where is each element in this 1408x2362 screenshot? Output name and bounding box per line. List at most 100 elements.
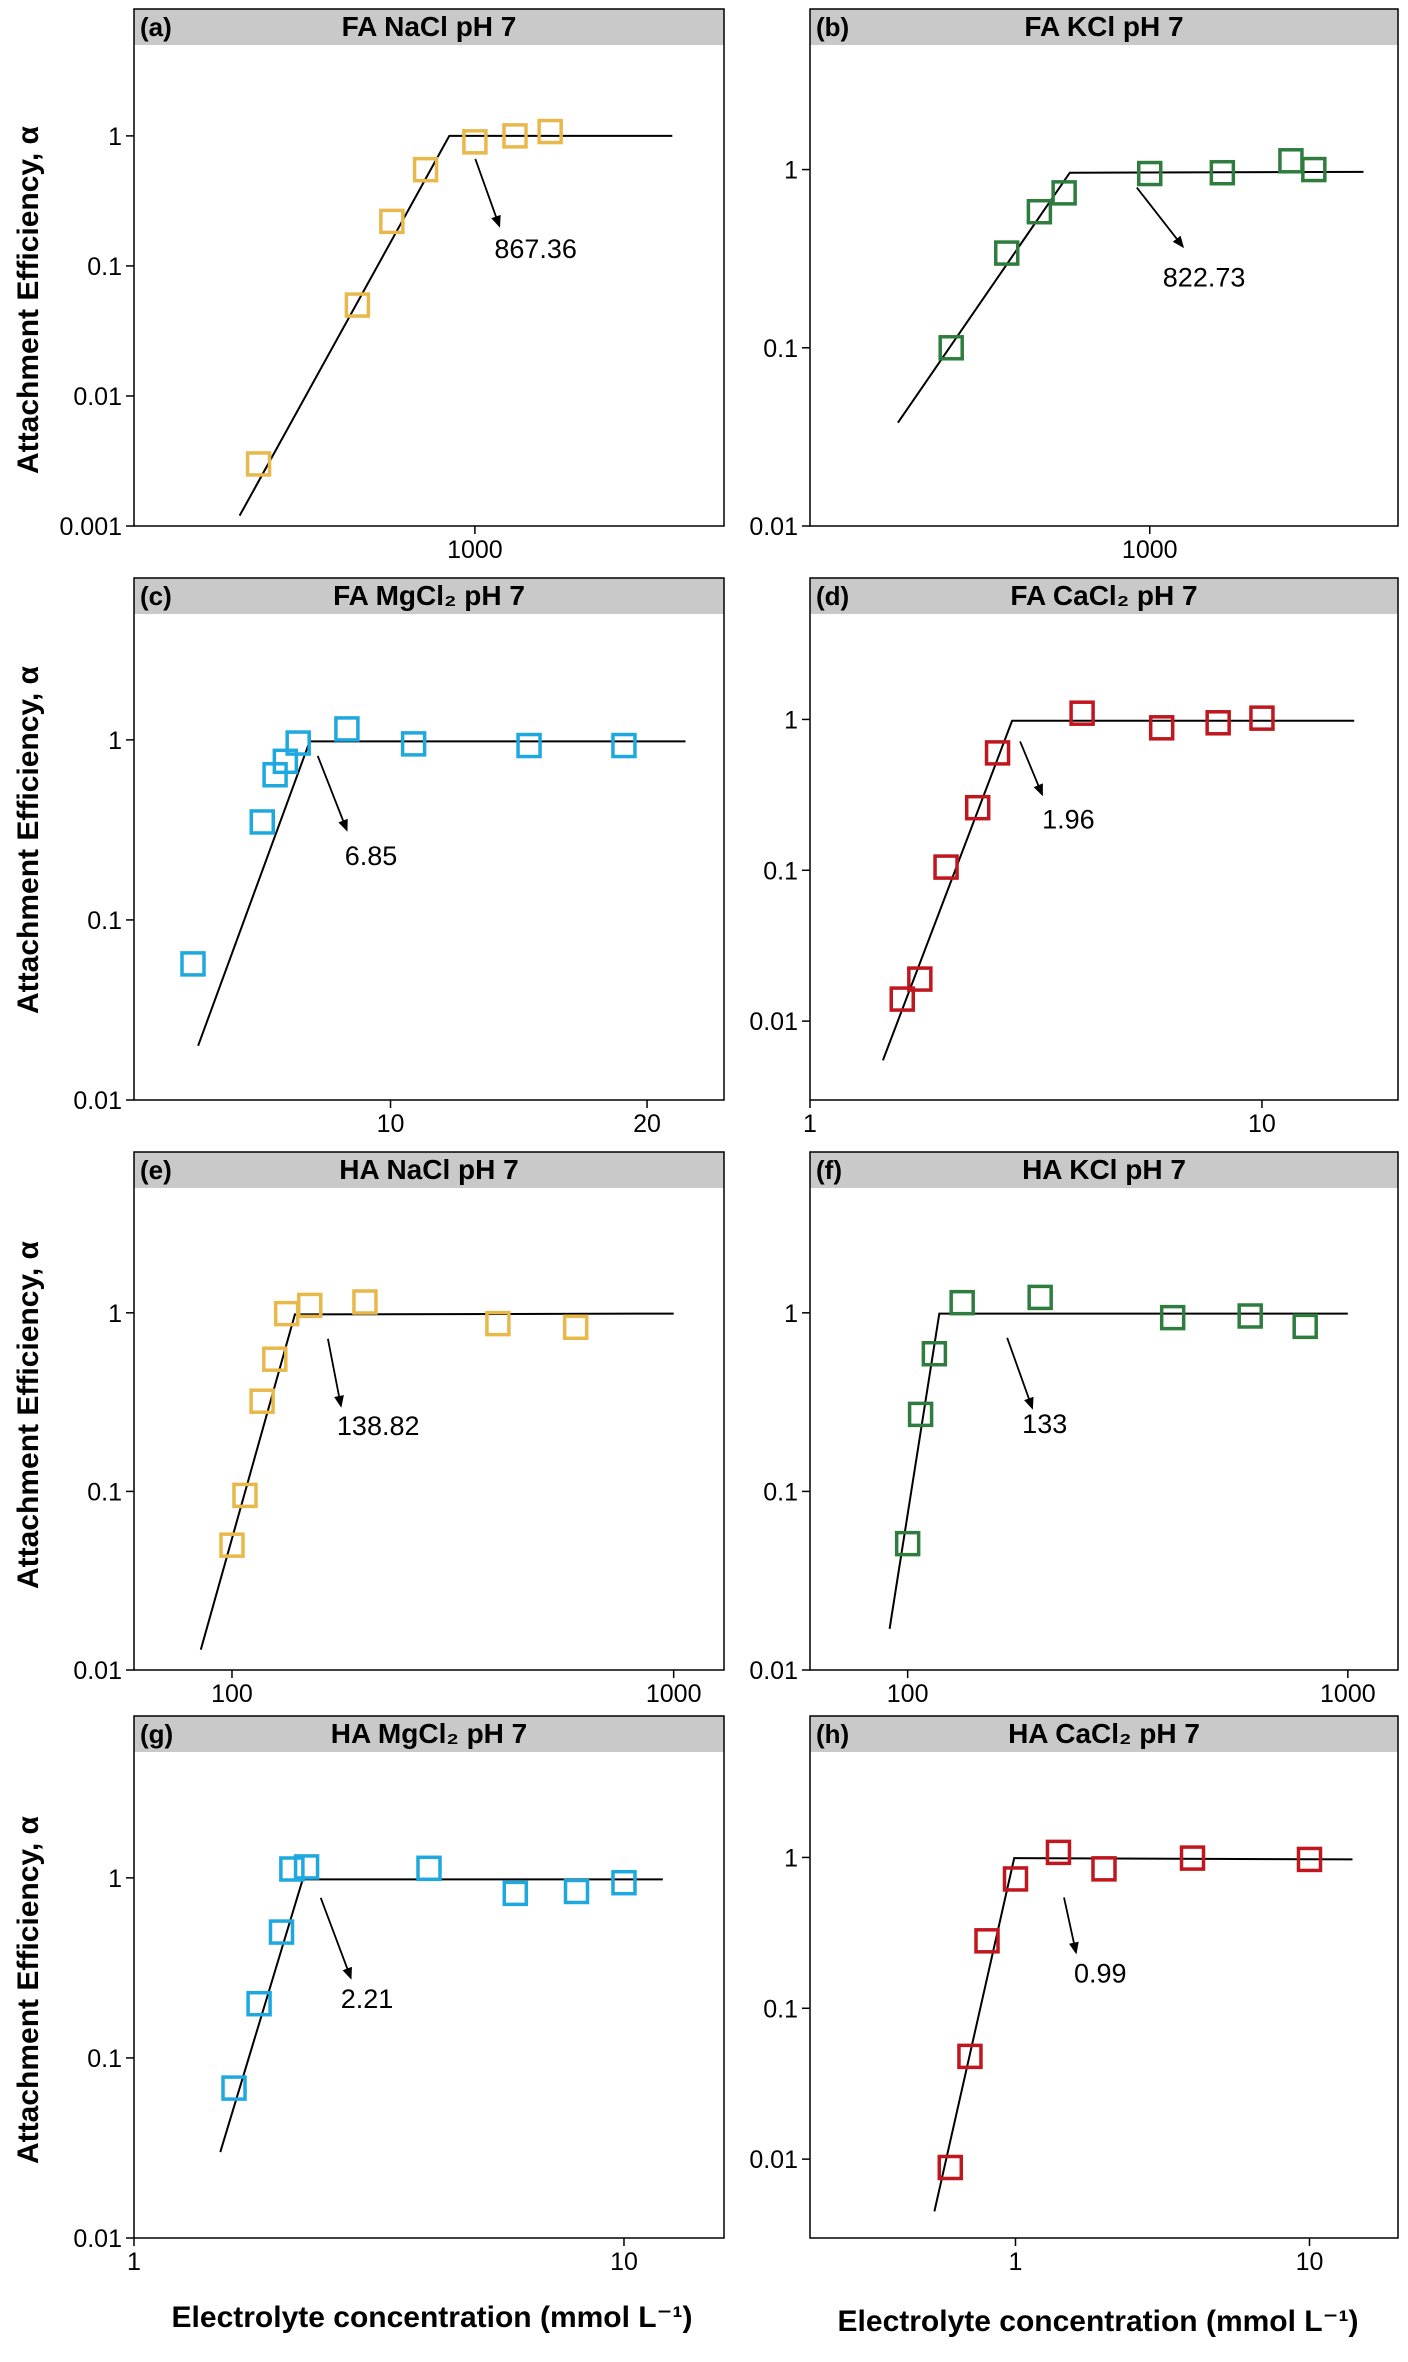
annotation-arrow [1063,1897,1079,1955]
data-point [537,118,563,145]
panel-label: (g) [140,1719,173,1749]
y-tick-label: 0.1 [87,253,122,281]
data-point [485,1310,511,1337]
data-point [957,2043,983,2070]
panel-header [134,578,724,614]
panel-frame [809,577,1399,1101]
y-tick-label: 0.1 [87,907,122,935]
annotation-arrow [327,1338,344,1408]
x-tick-label: 100 [211,1680,253,1708]
x-tick-label: 1 [127,2248,141,2276]
data-point [938,335,964,361]
annotation-arrow [1019,741,1043,797]
panel-g: (g) HA MgCl₂ pH 7 0.01 0.1 1 1 10 2.21 [73,1715,725,2276]
x-tick-label: 100 [887,1680,929,1708]
y-tick-label: 0.1 [763,1478,798,1506]
annotation-arrow [1136,187,1185,249]
panel-label: (e) [140,1155,172,1185]
annotation-arrow [1006,1337,1034,1410]
x-tick-label: 1 [803,1110,817,1138]
data-point [937,2154,964,2181]
x-tick-label: 1000 [646,1680,702,1708]
fit-line [881,719,1355,1061]
y-tick-label: 1 [784,157,798,185]
data-point [563,1878,590,1905]
fit-line [199,1312,674,1650]
panel-d: (d) FA CaCl₂ pH 7 0.01 0.1 1 1 10 1.96 [749,577,1399,1138]
annotation-label: 133 [1022,1409,1067,1439]
data-point [334,716,360,742]
panel-frame [809,1151,1399,1671]
y-tick-label: 1 [784,706,798,734]
panel-header [134,1152,724,1188]
data-point [462,129,488,155]
data-point [907,966,933,992]
data-point [894,1530,921,1557]
data-point [262,1346,288,1372]
y-tick-label: 0.01 [73,383,122,411]
y-tick-label: 0.1 [87,2045,122,2073]
data-point [907,1401,934,1428]
data-point [352,1289,378,1315]
data-point [562,1314,589,1341]
data-point [1002,1866,1029,1892]
annotation-label: 2.21 [341,1984,394,2014]
x-tick-label: 1000 [1122,536,1178,564]
data-point [400,731,427,757]
panel-title: HA NaCl pH 7 [339,1154,518,1185]
panel-header [134,9,724,45]
panel-header [810,1152,1398,1188]
data-point [921,1340,948,1367]
data-point [1026,198,1053,225]
panel-title: HA MgCl₂ pH 7 [331,1718,528,1749]
panel-label: (a) [140,12,172,42]
data-point [285,730,311,756]
panel-b: (b) FA KCl pH 7 0.01 0.1 1 1000 822.73 [749,8,1399,564]
annotation-label: 138.82 [337,1411,420,1441]
y-tick-label: 0.01 [749,2146,798,2174]
data-point [221,2075,247,2101]
fit-line [897,170,1364,424]
data-point [219,1532,245,1558]
data-point [1045,1839,1072,1866]
panel-c: (c) FA MgCl₂ pH 7 0.01 0.1 1 10 20 6.85 [73,577,725,1138]
data-point [949,1289,975,1316]
panel-header [810,578,1398,614]
data-point [1069,700,1095,726]
panel-title: HA CaCl₂ pH 7 [1008,1718,1200,1749]
data-point [293,1854,320,1880]
data-point [268,1919,295,1945]
panel-header [810,9,1398,45]
x-tick-label: 10 [610,2248,638,2276]
data-point [502,1880,529,1907]
y-tick-label: 1 [784,1844,798,1872]
x-axis-label-right: Electrolyte concentration (mmol L⁻¹) [838,2305,1359,2338]
annotation-arrow [316,755,348,832]
panel-frame [809,8,1399,527]
y-tick-label: 1 [108,1865,122,1893]
data-point [1237,1303,1263,1329]
x-tick-label: 1000 [1320,1680,1376,1708]
annotation-label: 0.99 [1074,1958,1127,1988]
data-point [297,1292,323,1319]
panel-frame [133,1151,725,1671]
x-axis-label-left: Electrolyte concentration (mmol L⁻¹) [172,2301,693,2334]
data-point [245,451,272,477]
y-tick-label: 0.01 [73,1087,122,1115]
x-tick-label: 1 [1009,2248,1023,2276]
annotation-label: 867.36 [494,234,577,264]
data-point [502,123,528,149]
annotation-arrow [474,158,501,228]
panel-header [134,1716,724,1752]
data-point [516,732,542,759]
panel-frame [133,577,725,1101]
panel-a: (a) FA NaCl pH 7 0.001 0.01 0.1 1 1000 867.36 [59,8,725,564]
y-tick-label: 1 [108,1300,122,1328]
y-tick-label: 0.1 [763,857,798,885]
panel-title: FA CaCl₂ pH 7 [1010,580,1197,611]
fit-line [238,134,673,517]
y-tick-label: 0.01 [749,1008,798,1036]
y-axis-label-row3: Attachment Efficiency, α [12,1240,45,1589]
x-tick-label: 10 [377,1110,405,1138]
panel-label: (f) [816,1155,842,1185]
